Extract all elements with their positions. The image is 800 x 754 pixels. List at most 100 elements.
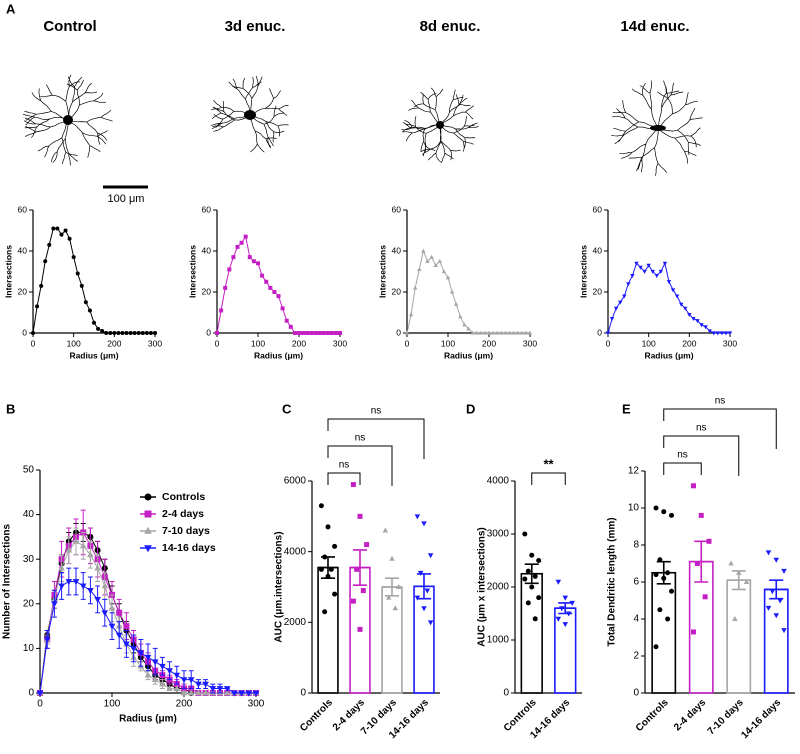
marker — [96, 326, 101, 331]
marker — [112, 331, 117, 335]
marker — [144, 654, 152, 661]
panel-label: D — [466, 401, 475, 416]
y-tick-label: 2000 — [284, 617, 307, 628]
marker — [202, 681, 209, 688]
marker — [482, 330, 488, 335]
marker — [470, 330, 475, 335]
marker — [433, 262, 438, 267]
x-tick-label: 100 — [104, 699, 121, 710]
marker — [115, 632, 123, 639]
x-tick-label: 100 — [67, 338, 81, 348]
marker — [490, 330, 496, 335]
marker — [58, 564, 65, 571]
error-bar — [554, 602, 576, 615]
marker — [87, 308, 92, 313]
marker — [622, 294, 627, 299]
y-tick-label: 10 — [628, 503, 640, 514]
marker — [478, 330, 483, 335]
error-bar — [382, 577, 402, 597]
marker — [332, 543, 338, 549]
marker — [321, 331, 326, 335]
error-bar — [764, 579, 788, 600]
marker — [441, 269, 447, 274]
marker — [130, 646, 137, 652]
marker — [683, 306, 688, 311]
x-tick-label: Controls — [634, 697, 671, 734]
marker — [55, 226, 60, 231]
significance-bracket — [663, 462, 702, 475]
series-line — [216, 235, 340, 334]
marker — [613, 306, 619, 311]
marker — [108, 604, 116, 611]
marker — [235, 244, 240, 249]
x-axis-label: Radius (μm) — [119, 714, 177, 725]
x-tick-label: 300 — [723, 338, 737, 348]
x-tick-label: 300 — [333, 338, 347, 348]
x-tick-label: 300 — [148, 338, 162, 348]
marker — [215, 331, 219, 335]
y-tick-label: 30 — [23, 554, 35, 565]
marker — [437, 258, 442, 263]
marker — [661, 509, 667, 515]
marker — [292, 331, 297, 335]
marker — [765, 605, 772, 611]
marker — [669, 512, 674, 518]
marker — [360, 588, 366, 594]
marker — [280, 306, 285, 311]
marker — [357, 626, 363, 632]
marker — [252, 690, 260, 697]
error-bar — [318, 556, 338, 579]
marker — [128, 331, 133, 335]
marker — [153, 331, 157, 335]
marker — [466, 326, 471, 331]
marker — [562, 595, 568, 601]
marker — [421, 606, 427, 612]
error-bar — [689, 540, 713, 583]
dendrites — [611, 80, 703, 176]
legend-label: Controls — [162, 491, 205, 503]
significance-label: ns — [696, 423, 707, 434]
x-tick-label: 0 — [606, 338, 611, 348]
marker — [227, 267, 232, 272]
marker — [646, 263, 651, 268]
legend-marker — [144, 545, 152, 553]
x-tick-label: 200 — [176, 699, 193, 710]
marker — [695, 319, 700, 324]
y-tick-label: 0 — [206, 327, 211, 337]
y-tick-label: 20 — [23, 598, 35, 609]
marker — [777, 598, 783, 604]
marker — [698, 512, 704, 518]
marker — [67, 236, 72, 241]
marker — [65, 546, 73, 553]
marker — [630, 274, 635, 278]
marker — [325, 331, 330, 335]
marker — [79, 542, 87, 549]
marker — [525, 600, 531, 606]
marker — [132, 331, 137, 335]
marker — [728, 560, 734, 566]
marker — [47, 242, 52, 247]
marker — [350, 482, 356, 488]
x-tick-label: 14-16 days — [739, 697, 783, 741]
marker — [462, 322, 467, 327]
marker — [715, 331, 720, 336]
marker — [79, 283, 84, 288]
marker — [732, 616, 738, 621]
marker — [527, 330, 533, 335]
marker — [101, 610, 109, 617]
marker — [555, 579, 562, 585]
marker — [427, 620, 434, 626]
x-tick-label: 200 — [107, 338, 121, 348]
marker — [634, 261, 639, 266]
marker — [264, 279, 269, 284]
marker — [486, 330, 492, 335]
marker — [151, 659, 159, 666]
marker — [454, 301, 459, 306]
error-bar — [414, 573, 434, 600]
marker — [31, 331, 35, 335]
significance-label: ns — [371, 406, 382, 417]
neuron-drawing — [611, 80, 703, 176]
y-tick-label: 2 — [633, 651, 639, 662]
marker — [92, 320, 96, 325]
marker — [703, 325, 708, 330]
